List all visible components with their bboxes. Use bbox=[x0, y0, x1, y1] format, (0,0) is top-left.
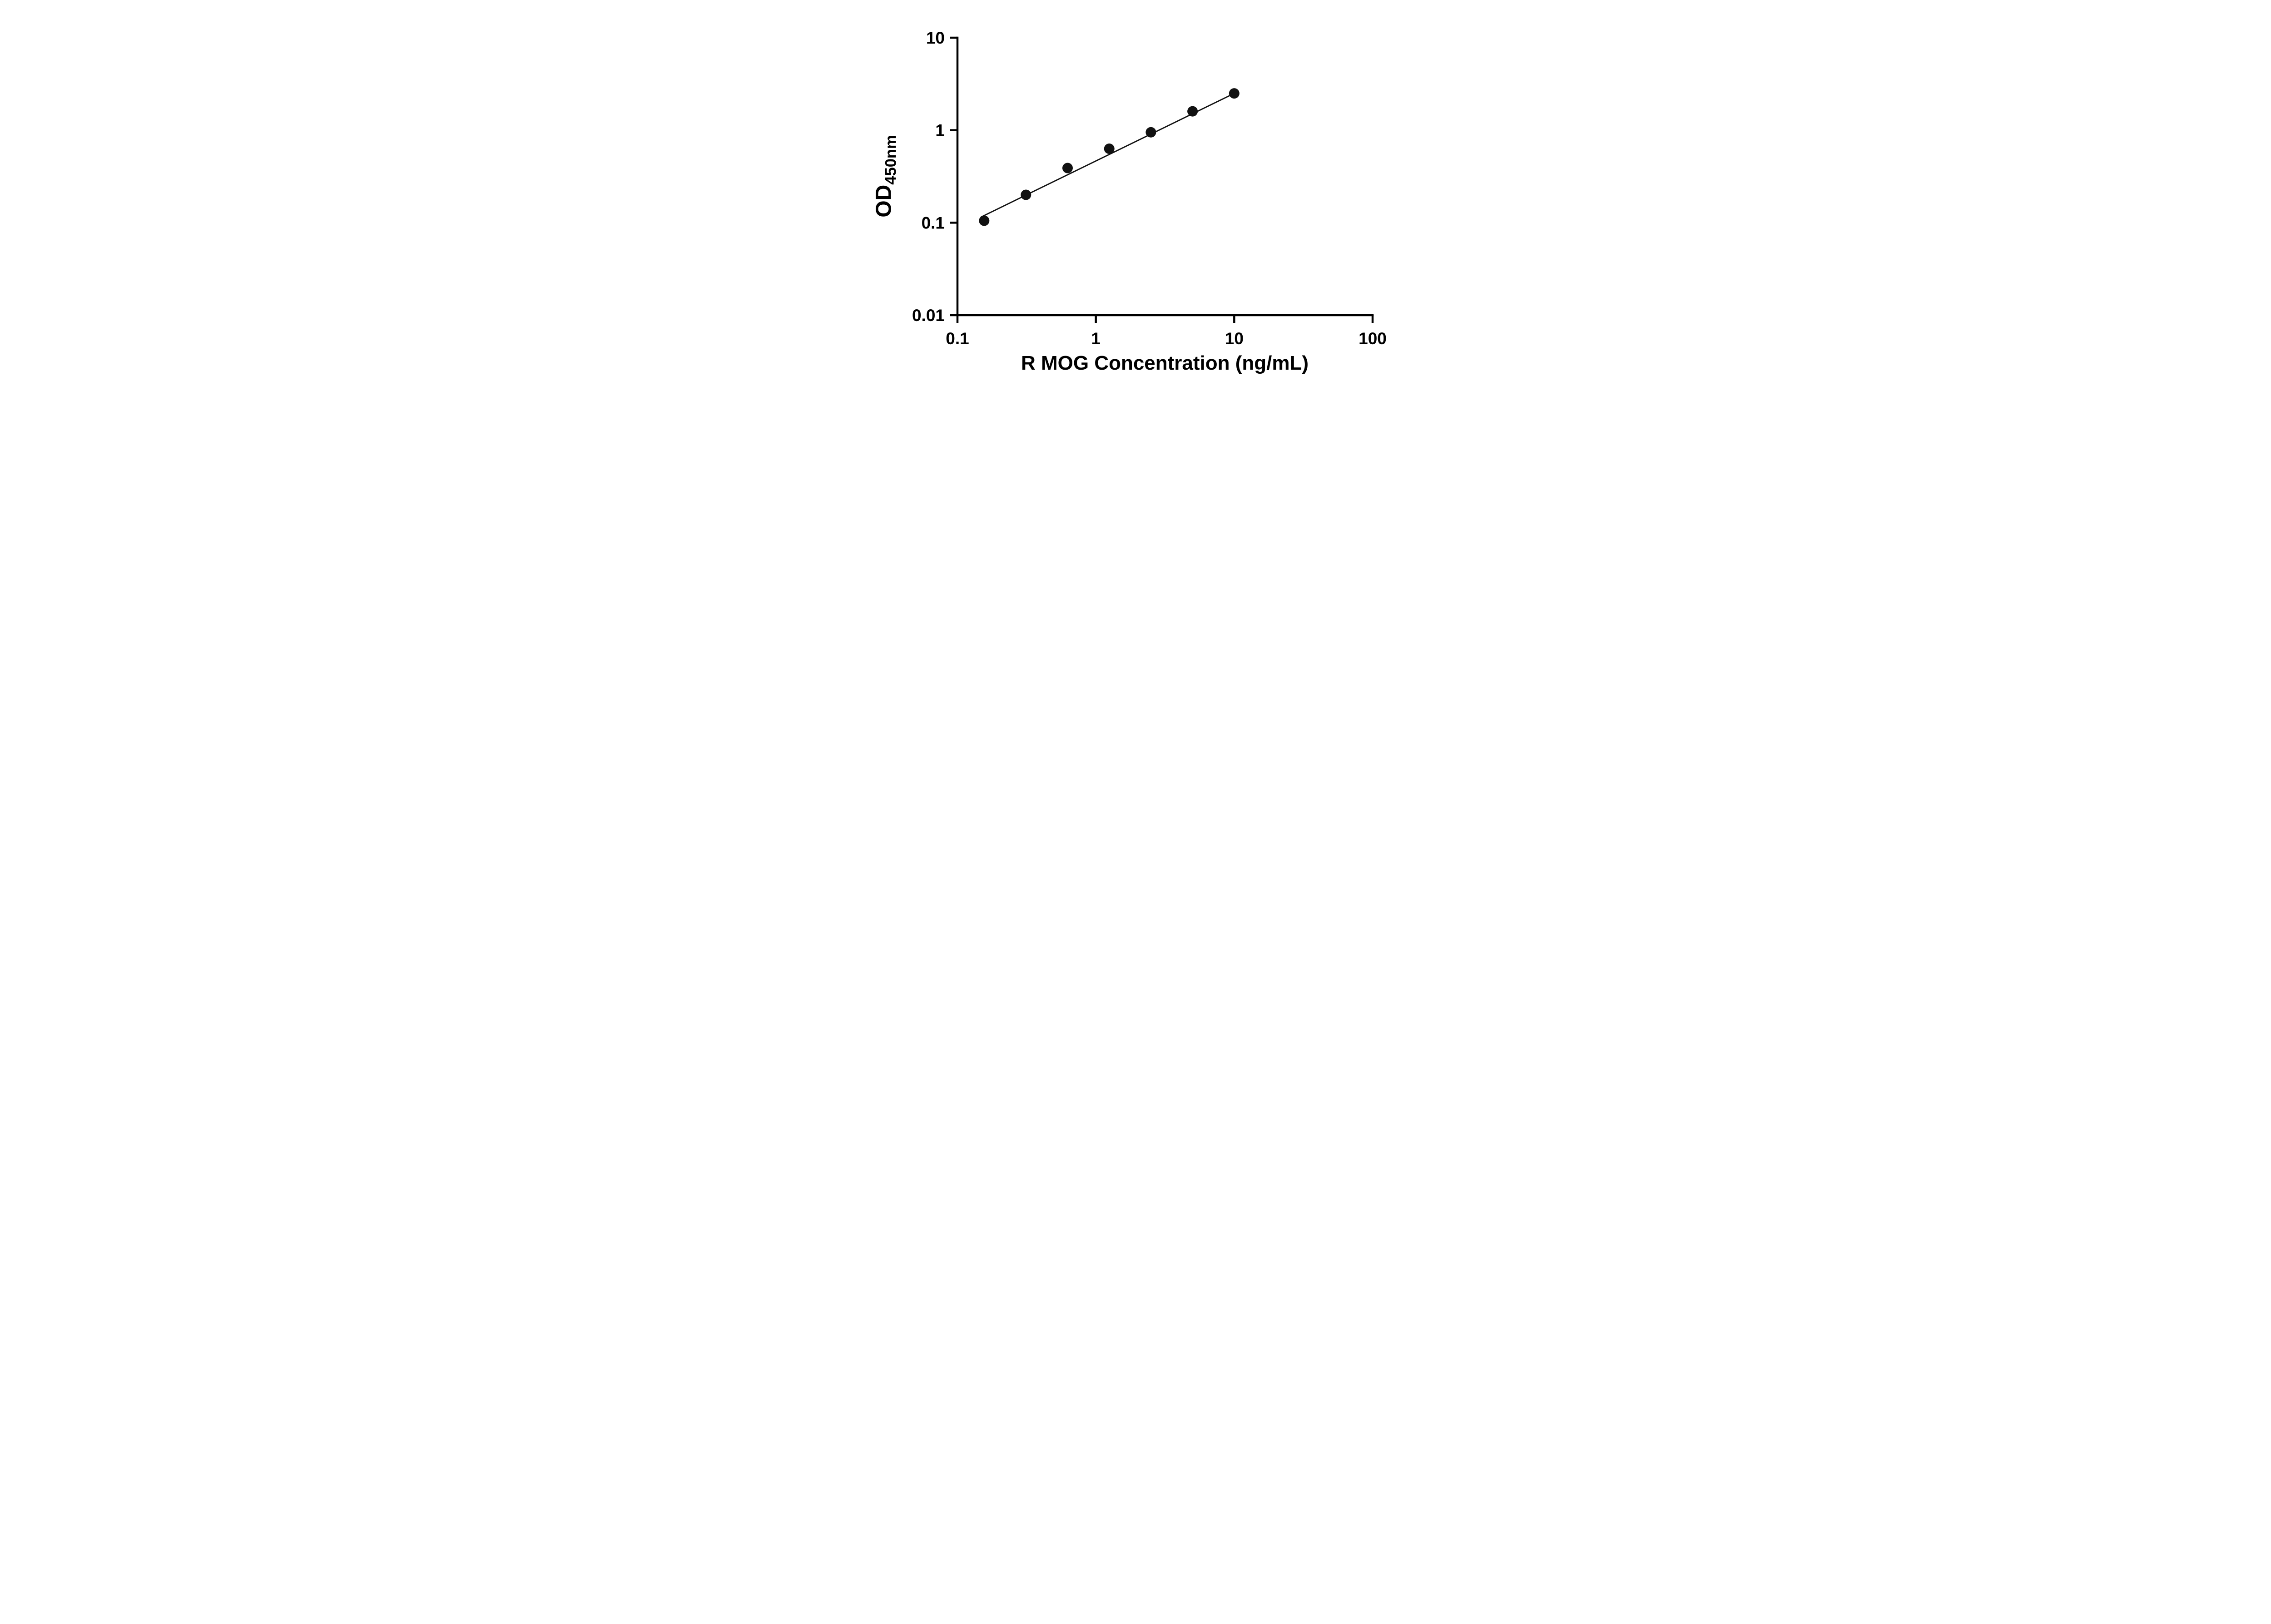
axis-lines bbox=[956, 36, 1374, 317]
data-point bbox=[978, 215, 989, 226]
y-axis-title-main: OD bbox=[872, 184, 896, 218]
y-axis-title: OD450nm bbox=[871, 135, 900, 217]
x-axis-title: R MOG Concentration (ng/mL) bbox=[1021, 352, 1309, 374]
chart: 0.1 1 10 100 0.01 0.1 1 10 R MOG Concentration … bbox=[843, 0, 1428, 406]
y-tick-label: 0.01 bbox=[912, 306, 944, 325]
data-point bbox=[1187, 106, 1198, 117]
data-point bbox=[1062, 163, 1073, 173]
data-point bbox=[1104, 144, 1115, 154]
y-tick-label: 1 bbox=[935, 121, 945, 140]
x-tick-label: 0.1 bbox=[946, 329, 969, 348]
data-point bbox=[1145, 127, 1156, 138]
y-axis-title-subscript: 450nm bbox=[882, 135, 899, 185]
data-point bbox=[1229, 88, 1240, 99]
y-tick-label: 0.1 bbox=[921, 213, 944, 232]
y-tick-label: 10 bbox=[926, 29, 944, 47]
data-point bbox=[1020, 189, 1031, 200]
x-tick-label: 100 bbox=[1359, 329, 1387, 348]
x-tick-label: 1 bbox=[1091, 329, 1101, 348]
x-tick-label: 10 bbox=[1225, 329, 1243, 348]
